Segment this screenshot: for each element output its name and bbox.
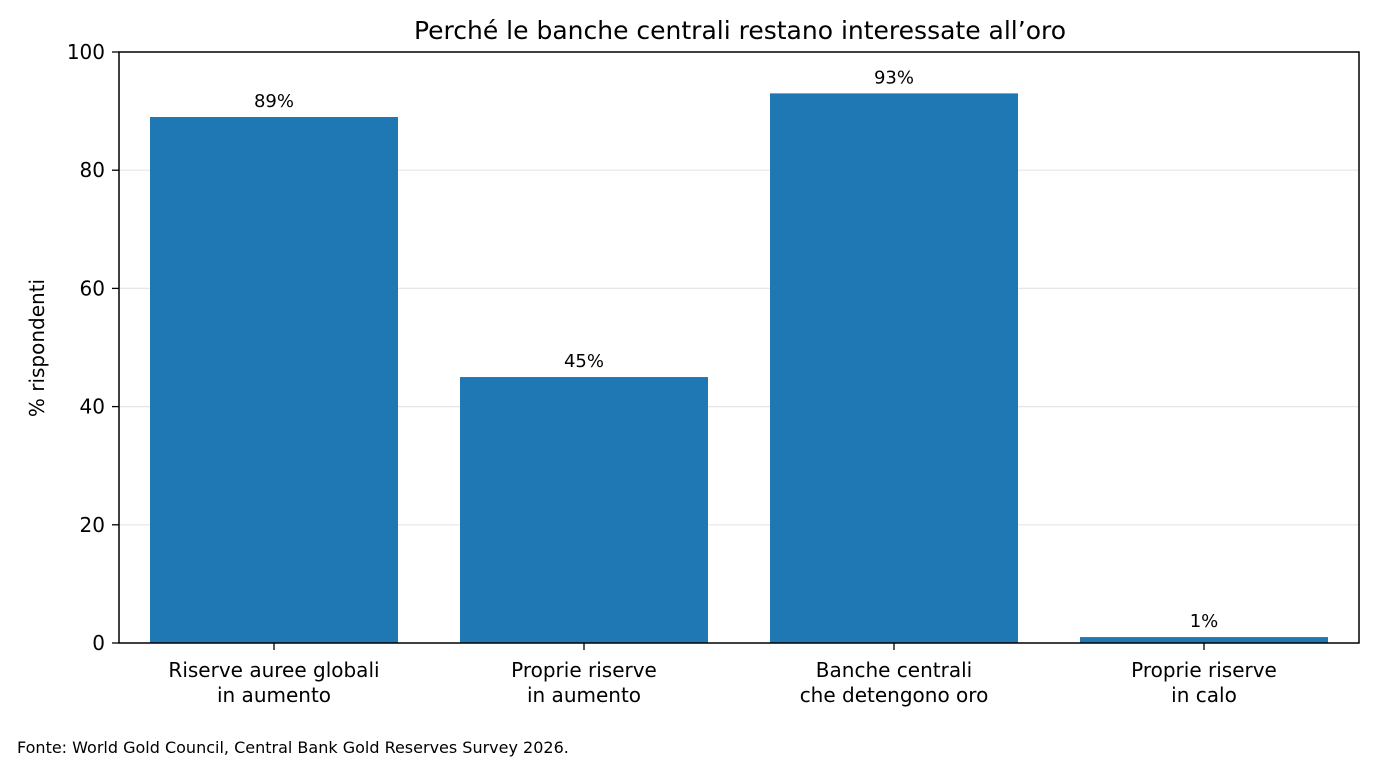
x-tick-label: Riserve auree globali bbox=[168, 658, 379, 682]
bar-data-label: 45% bbox=[564, 351, 604, 372]
x-tick-label: Proprie riserve bbox=[1131, 658, 1277, 682]
x-tick-label: Banche centrali bbox=[816, 658, 972, 682]
bar-data-label: 89% bbox=[254, 91, 294, 112]
x-tick-label: in aumento bbox=[217, 683, 331, 707]
bar bbox=[460, 377, 708, 643]
y-tick-label: 60 bbox=[80, 276, 105, 300]
y-tick-label: 0 bbox=[92, 631, 105, 655]
bar-data-labels: 89% 45% 93% 1% bbox=[254, 67, 1218, 632]
y-tick-label: 40 bbox=[80, 395, 105, 419]
plot-area-frame bbox=[118, 51, 1360, 644]
bar-data-label: 93% bbox=[874, 67, 914, 88]
y-tick-label: 20 bbox=[80, 513, 105, 537]
bar bbox=[150, 117, 398, 643]
y-axis: 0 20 40 60 80 100 bbox=[67, 40, 119, 655]
x-tick-label: in aumento bbox=[527, 683, 641, 707]
y-tick-label: 80 bbox=[80, 158, 105, 182]
y-axis-label: % rispondenti bbox=[25, 279, 49, 417]
x-tick-label: in calo bbox=[1171, 683, 1237, 707]
chart-title: Perché le banche centrali restano intere… bbox=[414, 16, 1066, 45]
x-tick-label: che detengono oro bbox=[800, 683, 989, 707]
bar bbox=[770, 93, 1018, 644]
x-tick-label: Proprie riserve bbox=[511, 658, 657, 682]
source-note: Fonte: World Gold Council, Central Bank … bbox=[17, 738, 569, 757]
bar-data-label: 1% bbox=[1190, 611, 1219, 632]
y-tick-label: 100 bbox=[67, 40, 105, 64]
bar bbox=[1080, 637, 1328, 643]
bars bbox=[150, 93, 1328, 644]
